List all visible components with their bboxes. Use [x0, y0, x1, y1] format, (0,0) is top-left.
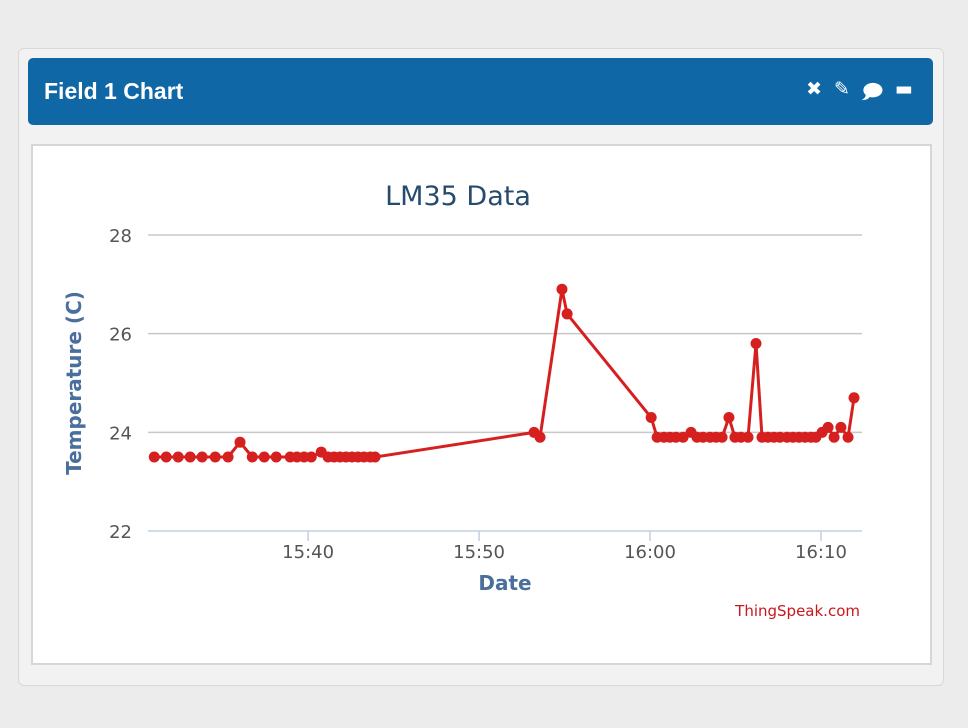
data-point	[848, 392, 860, 404]
x-tick-label: 15:50	[453, 542, 505, 563]
x-tick-label: 16:10	[795, 542, 847, 563]
data-point	[842, 431, 854, 443]
data-point	[835, 421, 847, 433]
y-tick-label: 22	[109, 522, 132, 543]
data-point	[196, 451, 208, 463]
data-point	[172, 451, 184, 463]
data-point	[822, 421, 834, 433]
edit-icon[interactable]: ✎	[834, 78, 850, 100]
minimize-icon[interactable]: ▬	[895, 78, 913, 100]
y-tick-label: 24	[109, 423, 132, 444]
y-axis-label: Temperature (C)	[62, 291, 86, 475]
data-point	[369, 451, 381, 463]
data-point	[160, 451, 172, 463]
data-point	[742, 431, 754, 443]
data-point	[828, 431, 840, 443]
data-point	[184, 451, 196, 463]
data-point	[645, 412, 657, 424]
data-point	[750, 338, 762, 350]
data-point	[209, 451, 221, 463]
data-point	[561, 308, 573, 320]
data-point	[305, 451, 317, 463]
data-point	[234, 436, 246, 448]
x-tick-label: 15:40	[282, 542, 334, 563]
data-point	[534, 431, 546, 443]
x-axis-label: Date	[478, 571, 531, 595]
y-tick-label: 26	[109, 325, 132, 346]
data-point	[556, 283, 568, 295]
credit-link[interactable]: ThingSpeak.com	[734, 602, 860, 620]
x-tick-label: 16:00	[624, 542, 676, 563]
data-point	[723, 412, 735, 424]
comment-icon[interactable]: 🗩	[861, 81, 884, 103]
chart-title: LM35 Data	[385, 181, 531, 212]
data-point	[270, 451, 282, 463]
data-point	[677, 431, 689, 443]
data-point	[222, 451, 234, 463]
data-point	[258, 451, 270, 463]
y-tick-label: 28	[109, 226, 132, 247]
close-icon[interactable]: ✖	[806, 78, 823, 100]
widget-title: Field 1 Chart	[44, 78, 184, 104]
data-point	[148, 451, 160, 463]
widget-header: Field 1 Chart ✖ ✎ 🗩 ▬	[28, 58, 933, 125]
chart-panel	[31, 144, 932, 665]
data-point	[716, 431, 728, 443]
data-point	[246, 451, 258, 463]
